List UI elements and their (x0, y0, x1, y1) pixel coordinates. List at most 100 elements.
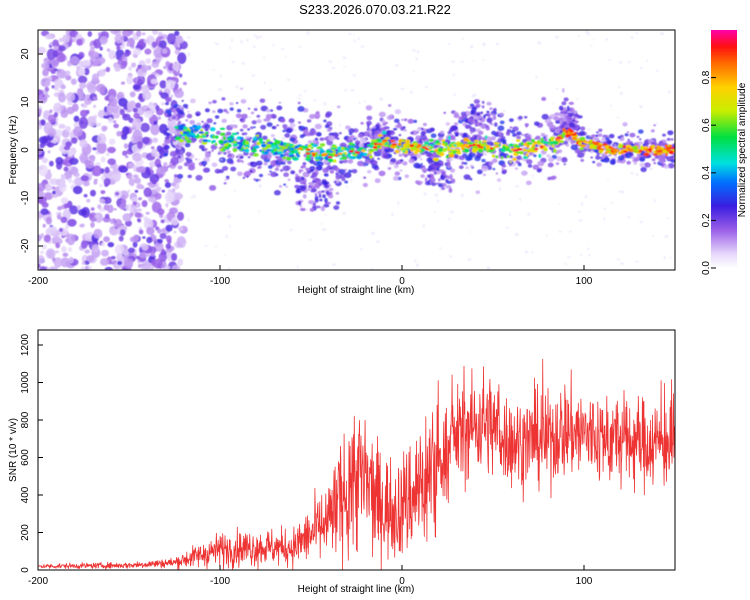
heatmap-cell (482, 42, 486, 47)
heatmap-cell (92, 165, 102, 177)
heatmap-cell (363, 100, 367, 103)
heatmap-cell (38, 147, 43, 156)
heatmap-cell (230, 166, 237, 172)
heatmap-cell (589, 139, 593, 143)
heatmap-cell (486, 110, 490, 114)
heatmap-cell (319, 137, 325, 141)
heatmap-cell (241, 62, 246, 65)
heatmap-cell (298, 121, 301, 124)
heatmap-cell (365, 105, 373, 111)
heatmap-cell (443, 111, 447, 114)
heatmap-cell (161, 228, 166, 233)
heatmap-cell (219, 127, 226, 130)
heatmap-cell (441, 187, 446, 190)
heatmap-cell (47, 142, 55, 148)
heatmap-cell (165, 79, 175, 91)
heatmap-cell (555, 162, 560, 166)
heatmap-cell (561, 134, 565, 139)
heatmap-cell (424, 150, 429, 154)
heatmap-cell (47, 169, 51, 173)
heatmap-cell (81, 261, 86, 265)
heatmap-cell (646, 59, 649, 62)
heatmap-cell (628, 60, 631, 64)
heatmap-cell (442, 141, 446, 144)
heatmap-cell (165, 102, 169, 106)
heatmap-cell (655, 149, 659, 153)
heatmap-cell (552, 102, 555, 105)
heatmap-cell (94, 214, 99, 219)
heatmap-cell (80, 266, 86, 270)
heatmap-cell (389, 161, 394, 165)
heatmap-cell (226, 137, 233, 141)
heatmap-cell (400, 87, 405, 91)
heatmap-cell (185, 119, 189, 122)
heatmap-cell (494, 145, 499, 148)
heatmap-cell (46, 48, 56, 61)
heatmap-cell (663, 256, 666, 260)
heatmap-cell (281, 156, 288, 160)
heatmap-cell (632, 159, 636, 162)
heatmap-cell (538, 153, 542, 158)
heatmap-cell (174, 49, 181, 55)
heatmap-cell (467, 142, 474, 145)
heatmap-cell (174, 89, 184, 98)
heatmap-cell (88, 213, 94, 220)
heatmap-cell (213, 122, 217, 125)
heatmap-cell (403, 143, 410, 146)
heatmap-cell (486, 117, 493, 124)
heatmap-cell (436, 199, 439, 203)
heatmap-cell (579, 144, 587, 148)
heatmap-cell (563, 163, 566, 166)
heatmap-cell (333, 205, 340, 211)
heatmap-cell (294, 129, 297, 132)
heatmap-cell (400, 159, 404, 162)
heatmap-cell (445, 155, 449, 159)
heatmap-cell (618, 143, 622, 148)
heatmap-cell (78, 208, 87, 216)
heatmap-cell (391, 143, 398, 146)
heatmap-cell (398, 138, 403, 143)
heatmap-cell (508, 144, 513, 147)
heatmap-cell (566, 134, 571, 137)
heatmap-cell (182, 81, 187, 86)
heatmap-cell (308, 200, 315, 205)
heatmap-cell (322, 228, 326, 231)
heatmap-cell (397, 122, 401, 125)
heatmap-cell (327, 164, 332, 168)
heatmap-cell (212, 110, 216, 113)
heatmap-cell (54, 78, 64, 87)
heatmap-cell (596, 162, 602, 167)
heatmap-cell (218, 157, 226, 163)
heatmap-cell (160, 219, 165, 224)
heatmap-cell (541, 113, 549, 120)
heatmap-cell (161, 189, 165, 193)
heatmap-cell (506, 155, 511, 158)
heatmap-cell (378, 111, 386, 118)
heatmap-cell (100, 175, 106, 181)
heatmap-cell (312, 153, 316, 157)
heatmap-cell (137, 208, 142, 212)
heatmap-cell (419, 134, 427, 141)
snr-y-label: SNR (10 * v/v) (8, 418, 19, 482)
heatmap-cell (142, 136, 150, 145)
heatmap-cell (198, 131, 204, 134)
heatmap-cell (173, 230, 177, 234)
heatmap-cell (410, 90, 413, 95)
heatmap-cell (608, 154, 612, 157)
heatmap-cell (204, 244, 208, 247)
heatmap-cell (177, 147, 182, 150)
heatmap-cell (302, 133, 307, 137)
heatmap-cell (472, 147, 477, 152)
heatmap-cell (214, 142, 218, 146)
heatmap-cell (663, 164, 670, 169)
heatmap-cell (518, 115, 523, 120)
heatmap-cell (174, 30, 180, 36)
heatmap-cell (334, 154, 339, 157)
snr-y-ticks: 0 200 400 600 800 1000 1200 (20, 333, 43, 573)
heatmap-cell (38, 255, 45, 264)
y-tick-label: -10 (20, 190, 31, 205)
heatmap-cell (626, 160, 631, 165)
heatmap-cell (256, 114, 261, 118)
heatmap-cell (172, 62, 180, 71)
